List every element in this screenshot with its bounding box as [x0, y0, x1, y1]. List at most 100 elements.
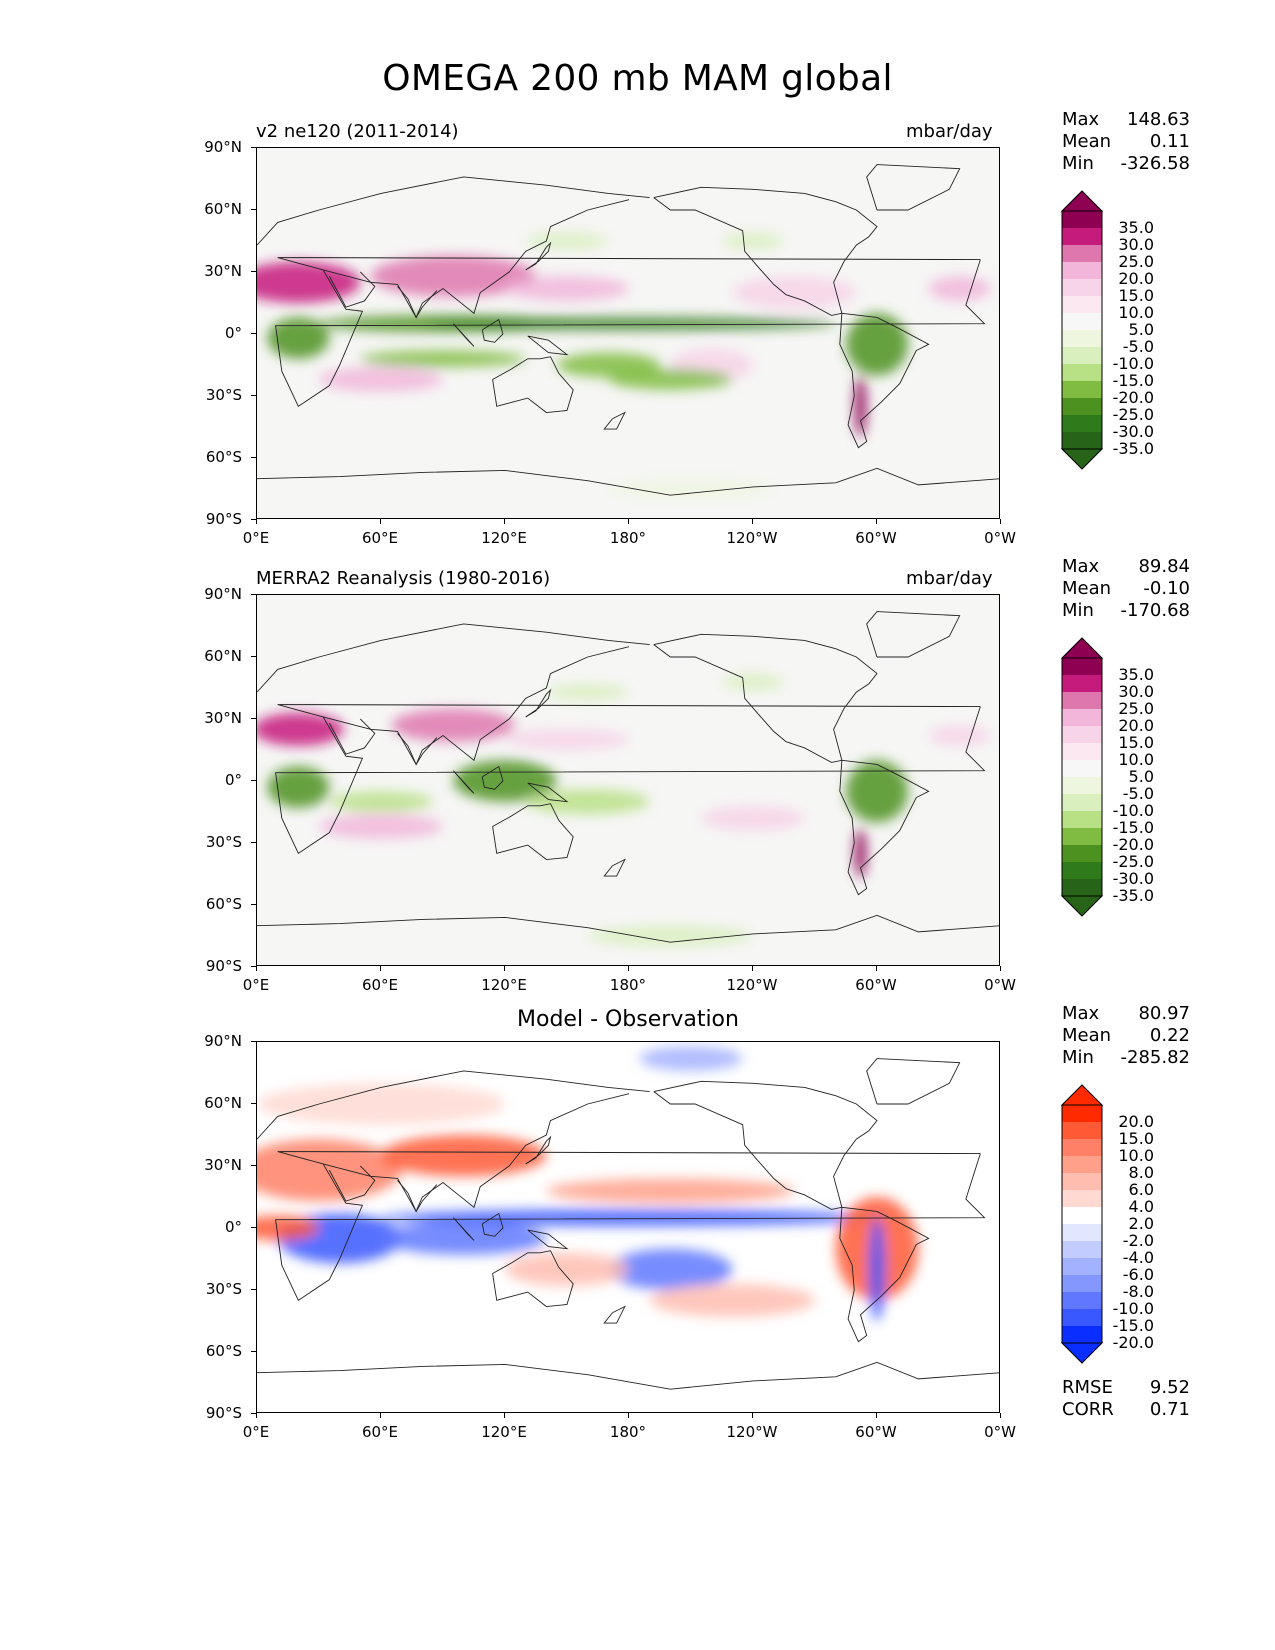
stats-box: Max 80.97 Mean 0.22 Min -285.82 [1062, 1003, 1190, 1069]
lon-tick-label: 120°E [481, 529, 527, 547]
lon-tick-mark [380, 966, 381, 971]
lat-tick-label: 60°N [204, 200, 242, 218]
coastline [527, 335, 569, 356]
lat-tick-label: 30°S [205, 833, 242, 851]
colorbar-segment [1062, 879, 1102, 896]
field-anomaly-region [391, 708, 516, 742]
field-anomaly-region [868, 1217, 886, 1321]
lat-tick-mark [251, 1351, 256, 1352]
field-anomaly-region [257, 1083, 505, 1125]
coastline [839, 759, 930, 896]
field-anomaly-region [505, 729, 629, 750]
colorbar-segment [1062, 1292, 1102, 1309]
coastline [257, 914, 999, 943]
lon-tick-label: 0°W [984, 976, 1016, 994]
field-anomaly-region [854, 375, 867, 438]
lon-tick-label: 120°W [726, 976, 778, 994]
field-anomaly-region [587, 925, 753, 947]
lat-tick-mark [251, 1227, 256, 1228]
lon-tick-label: 60°W [855, 1423, 897, 1441]
coastline [866, 164, 961, 211]
lat-tick-label: 60°S [205, 895, 242, 913]
coastline [257, 623, 650, 693]
colorbar-tick-label: -35.0 [1112, 886, 1154, 905]
field-anomaly-region [257, 261, 361, 303]
field-anomaly-region [422, 317, 836, 330]
lat-tick-mark [251, 780, 256, 781]
stat-label: Min [1062, 153, 1094, 174]
coastline [452, 770, 475, 794]
coastline [257, 176, 650, 246]
lat-tick-label: 90°S [205, 510, 242, 528]
colorbar-tick-label: -6.0 [1122, 1265, 1154, 1284]
field-anomaly-region [608, 478, 774, 500]
lat-tick-mark [251, 1413, 256, 1414]
colorbar-extend-top [1060, 637, 1104, 659]
colorbar-tick-label: 20.0 [1118, 716, 1154, 735]
colorbar-segment [1062, 743, 1102, 760]
lon-tick-label: 0°E [242, 529, 270, 547]
panel-left-label: MERRA2 Reanalysis (1980-2016) [256, 568, 551, 589]
lon-tick-mark [628, 1413, 629, 1418]
coastline [323, 646, 630, 766]
lon-tick-mark [876, 1413, 877, 1418]
colorbar [1060, 1084, 1104, 1364]
lon-tick-label: 120°W [726, 529, 778, 547]
lat-tick-label: 30°N [204, 262, 242, 280]
field-anomaly-region [360, 350, 526, 368]
colorbar-segment [1062, 1173, 1102, 1190]
stat-label: Max [1062, 1003, 1100, 1024]
colorbar-segment [1062, 1207, 1102, 1224]
metric-value: 9.52 [1149, 1377, 1190, 1398]
panel-center-title: Model - Observation [517, 1007, 739, 1032]
lon-tick-label: 120°E [481, 1423, 527, 1441]
lat-tick-mark [251, 842, 256, 843]
figure-title: OMEGA 200 mb MAM global [382, 58, 893, 99]
colorbar-tick-label: -15.0 [1112, 1316, 1154, 1335]
colorbar-segment [1062, 279, 1102, 296]
field-anomaly-region [257, 1139, 402, 1202]
field-anomaly-region [257, 1215, 319, 1241]
lon-tick-label: 180° [609, 976, 647, 994]
colorbar-segment [1062, 709, 1102, 726]
stat-value: -326.58 [1120, 153, 1190, 174]
colorbar-segment [1062, 1326, 1102, 1343]
coastline [257, 1070, 650, 1140]
field-anomaly-region [928, 276, 991, 301]
map-plot-area [256, 147, 1000, 519]
coastline [328, 718, 376, 755]
colorbar-segment [1062, 1241, 1102, 1258]
field-anomaly-region [257, 712, 344, 746]
lon-tick-mark [1000, 966, 1001, 971]
colorbar-tick-label: -20.0 [1112, 835, 1154, 854]
colorbar [1060, 637, 1104, 917]
lat-tick-label: 90°S [205, 1404, 242, 1422]
lat-tick-label: 60°S [205, 1342, 242, 1360]
lat-tick-mark [251, 594, 256, 595]
stat-label: Max [1062, 109, 1100, 130]
lat-tick-mark [251, 1041, 256, 1042]
colorbar-frame [1061, 210, 1103, 450]
lat-tick-mark [251, 656, 256, 657]
field-anomaly-region [370, 255, 536, 297]
colorbar-tick-label: 25.0 [1118, 699, 1154, 718]
field-anomaly-region [928, 725, 991, 746]
colorbar-extend-top [1060, 1084, 1104, 1106]
panel-units-label: mbar/day [906, 121, 993, 142]
colorbar-tick-label: -5.0 [1122, 784, 1154, 803]
colorbar-tick-label: 20.0 [1118, 269, 1154, 288]
colorbar-tick-label: 15.0 [1118, 1129, 1154, 1148]
lon-tick-mark [504, 519, 505, 524]
field-anomaly-region [608, 369, 733, 390]
map-panel: v2 ne120 (2011-2014) mbar/day 90°N 60°N 30… [0, 100, 1275, 560]
lat-tick-label: 30°S [205, 1280, 242, 1298]
colorbar-tick-label: 20.0 [1118, 1112, 1154, 1131]
stat-value: -170.68 [1120, 600, 1190, 621]
coastline [323, 199, 630, 319]
colorbar-segment [1062, 228, 1102, 245]
field-anomaly-region [267, 766, 330, 808]
colorbar-segment [1062, 381, 1102, 398]
colorbar-extend-bottom [1060, 895, 1104, 917]
colorbar-segment [1062, 1139, 1102, 1156]
colorbar-segment [1062, 845, 1102, 862]
